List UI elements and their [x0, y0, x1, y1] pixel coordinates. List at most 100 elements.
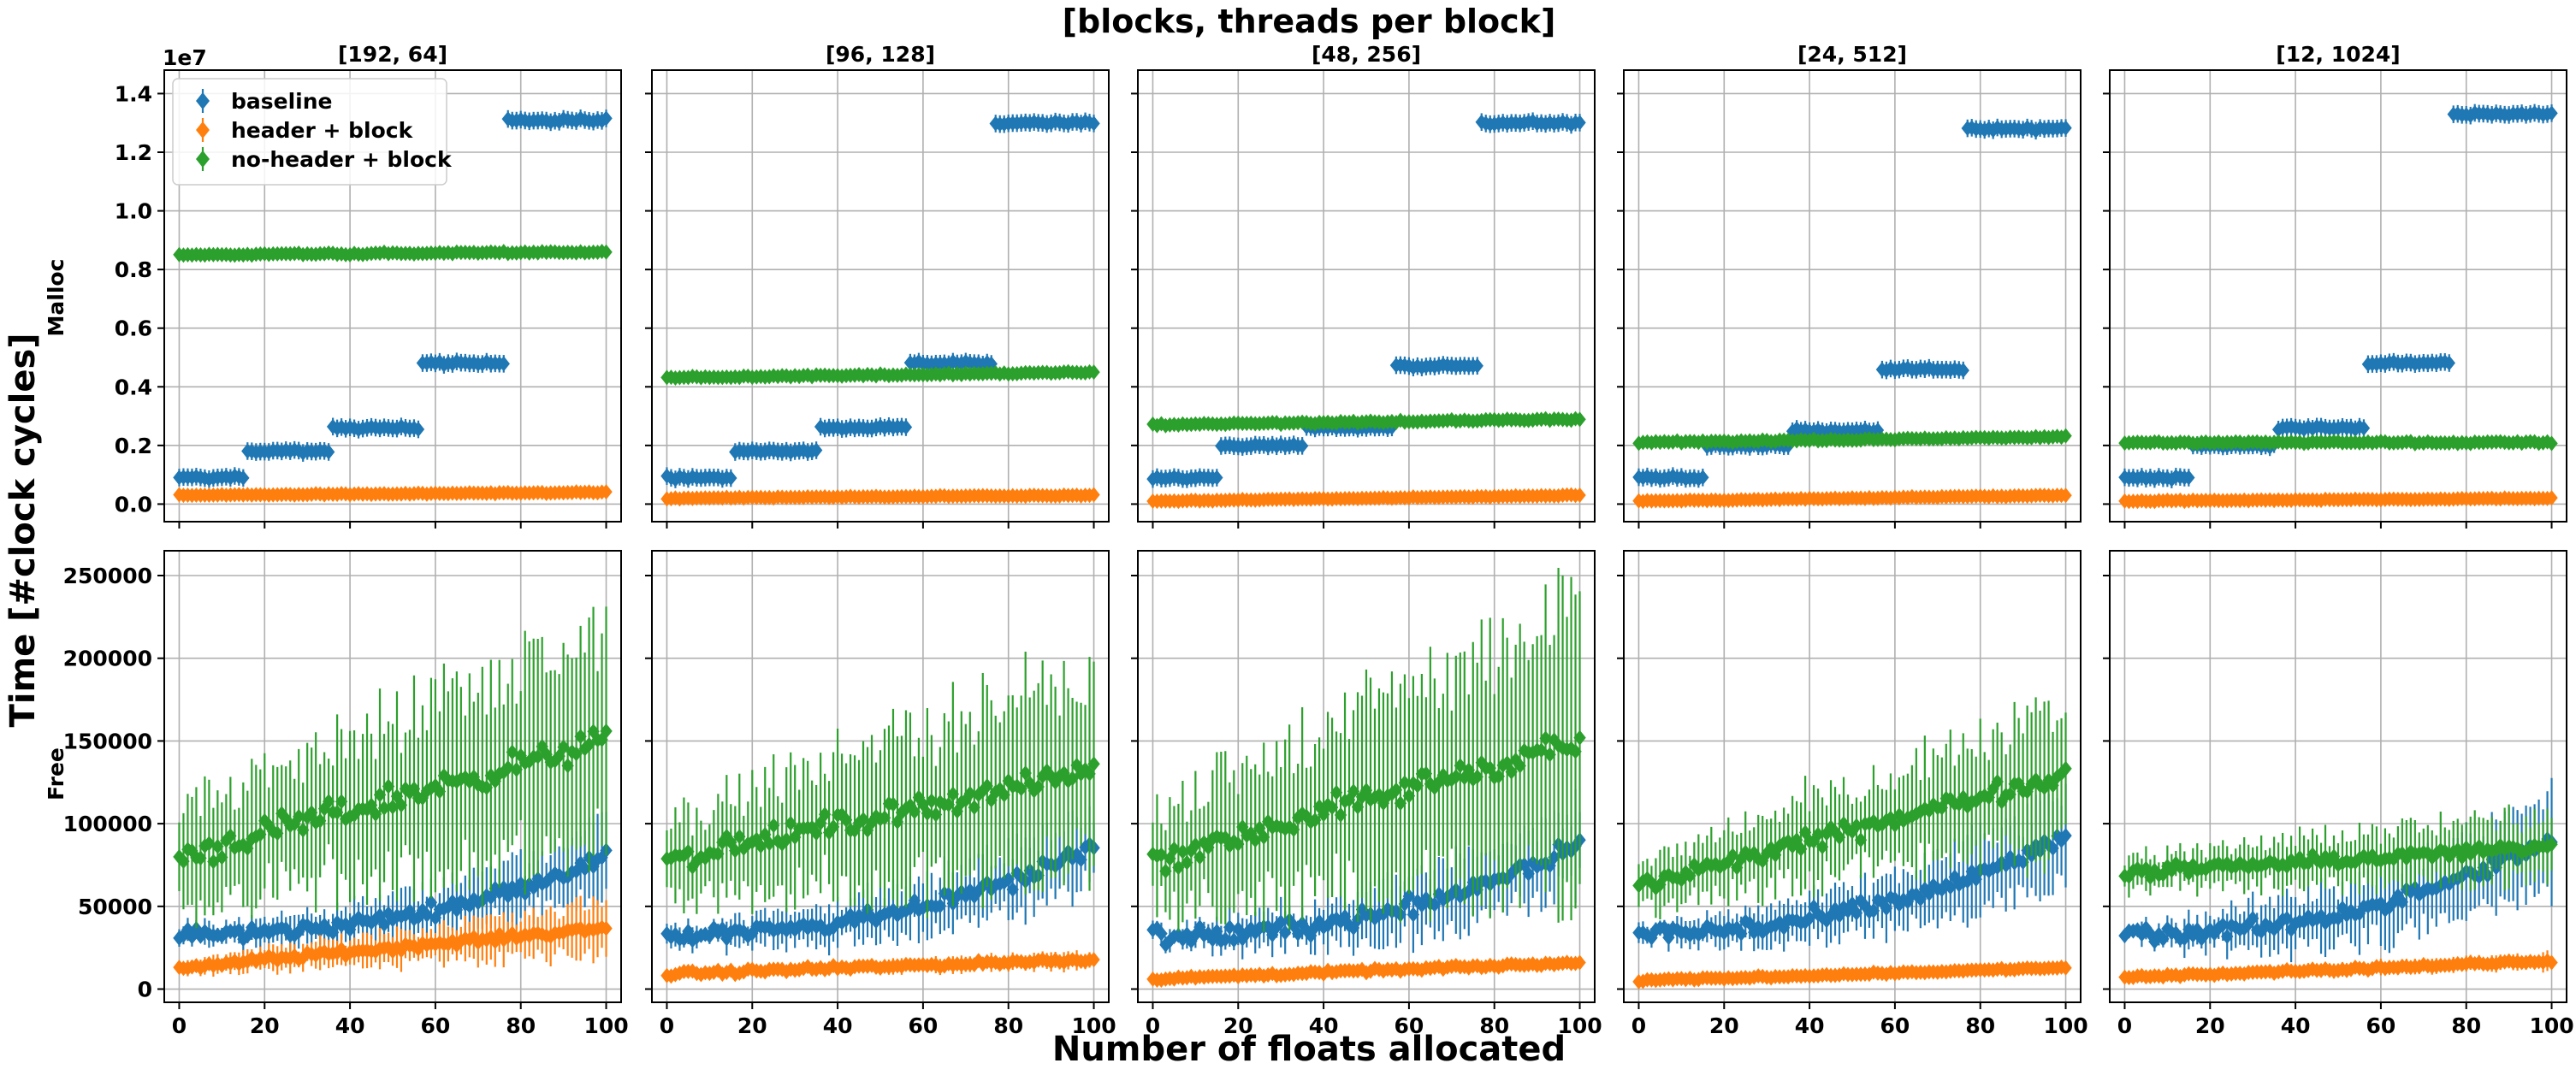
x-tick-label: 40 [823, 1013, 853, 1038]
data-point [1645, 930, 1658, 946]
data-point [1548, 849, 1560, 865]
data-point [1662, 930, 1675, 946]
data-point [2059, 487, 2072, 504]
panel-title: [48, 256] [1312, 42, 1421, 67]
data-point [1389, 782, 1403, 798]
data-point [1151, 920, 1164, 936]
data-point [177, 927, 190, 943]
axes-frame [651, 69, 1110, 523]
data-point [1569, 743, 1582, 759]
data-point [433, 783, 447, 800]
data-point [763, 918, 776, 935]
data-point [856, 812, 870, 828]
data-point [1040, 763, 1053, 779]
data-point [968, 800, 980, 816]
data-point [1342, 792, 1356, 808]
data-point [394, 797, 408, 813]
data-point [497, 880, 510, 896]
data-point [1573, 115, 1586, 131]
data-point [720, 828, 733, 844]
data-point [1304, 928, 1318, 944]
data-point [908, 804, 921, 820]
data-point [1015, 781, 1027, 797]
data-point [386, 799, 400, 815]
axes-frame [1137, 550, 1596, 1003]
legend-label: no-header + block [231, 147, 453, 172]
data-point [1002, 773, 1015, 789]
data-point [1266, 927, 1279, 943]
data-point [1419, 890, 1433, 907]
data-point [788, 922, 802, 938]
y-tick-label: 1.0 [115, 199, 152, 224]
data-point [514, 747, 527, 764]
data-point [1756, 924, 1769, 940]
data-point [1329, 784, 1343, 800]
data-point [682, 924, 695, 940]
malloc-panel [1617, 69, 2082, 529]
panel-title: [24, 512] [1797, 42, 1907, 67]
data-point [1002, 871, 1015, 887]
data-point [716, 835, 729, 851]
y-tick-label: 200000 [63, 647, 152, 671]
free-panel: 0 20 40 60 80 100 0 50000 100000 150000 200000 2500… [63, 550, 629, 1038]
data-point [1573, 954, 1586, 971]
free-panel: 0 20 40 60 80 100 [1131, 550, 1602, 1038]
data-point [1228, 932, 1241, 948]
data-point [459, 770, 472, 786]
data-point [1684, 927, 1697, 943]
y-tick-label: 0.4 [115, 375, 152, 399]
data-point [899, 419, 913, 435]
legend-box [172, 78, 447, 186]
data-point [1176, 843, 1189, 859]
data-point [2059, 428, 2072, 444]
data-point [1168, 841, 1181, 857]
data-point [839, 912, 853, 928]
data-point [254, 826, 267, 842]
data-point [1961, 873, 1974, 889]
data-point [1245, 825, 1258, 842]
data-point [788, 830, 802, 846]
data-point [848, 823, 862, 839]
data-point [809, 825, 823, 842]
data-point [1023, 862, 1036, 878]
legend-marker [196, 151, 210, 168]
data-point [1539, 730, 1552, 747]
data-point [1334, 806, 1347, 823]
data-point [1312, 913, 1326, 930]
data-point [720, 930, 733, 947]
data-point [293, 808, 305, 824]
data-point [420, 907, 434, 923]
data-point [203, 836, 216, 852]
data-point [489, 933, 501, 949]
x-tick-label: 80 [506, 1013, 536, 1038]
data-point [1432, 959, 1446, 975]
data-point [1002, 955, 1015, 972]
legend-label: header + block [231, 118, 414, 143]
x-tick-label: 20 [737, 1013, 767, 1038]
data-point [1419, 765, 1433, 782]
x-tick-label: 80 [993, 1013, 1023, 1038]
data-point [194, 850, 207, 866]
data-point [886, 796, 900, 812]
data-point [1159, 863, 1172, 879]
y-tick-label: 0 [138, 978, 152, 1002]
data-point [1492, 768, 1505, 784]
data-point [600, 723, 613, 739]
data-point [1087, 115, 1100, 132]
data-point [980, 778, 993, 794]
data-point [725, 962, 737, 978]
data-point [548, 753, 561, 769]
data-point [1372, 787, 1386, 803]
data-point [377, 800, 391, 816]
x-tick-label: 60 [1395, 1013, 1424, 1038]
data-point [335, 794, 348, 810]
data-point [600, 244, 613, 260]
y-tick-label: 0.6 [115, 316, 152, 341]
data-point [686, 963, 699, 979]
data-point [1573, 729, 1586, 746]
data-point [1479, 873, 1492, 889]
data-point [1731, 920, 1744, 936]
figure-xlabel: Number of floats allocated [1052, 1030, 1566, 1069]
data-point [531, 748, 544, 765]
data-point [1398, 775, 1412, 791]
